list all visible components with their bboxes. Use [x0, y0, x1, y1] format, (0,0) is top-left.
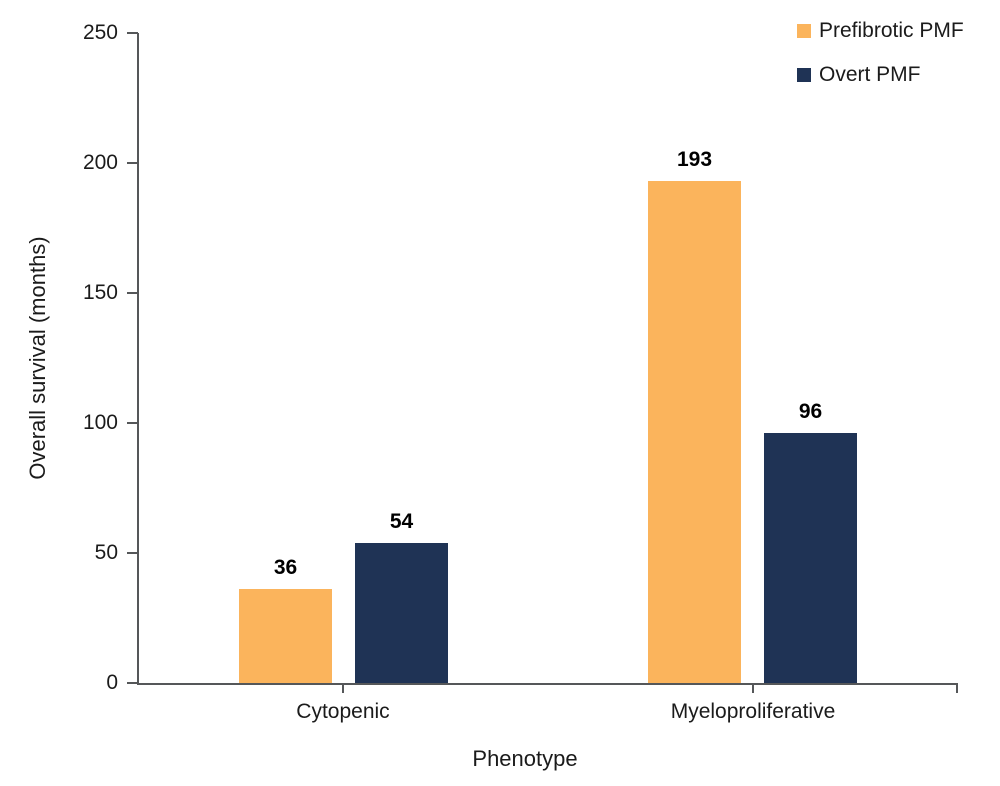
bar-overt-cytopenic: 54 — [355, 510, 448, 683]
bar-value-label: 36 — [273, 556, 298, 580]
y-tick-mark-100 — [127, 422, 138, 424]
x-tick-mark-cytopenic — [342, 685, 344, 693]
y-tick-mark-0 — [127, 682, 138, 684]
y-tick-label-50: 50 — [94, 541, 118, 564]
x-axis-title: Phenotype — [472, 746, 578, 771]
y-tick-label-250: 250 — [82, 21, 118, 44]
legend-label: Prefibrotic PMF — [819, 19, 964, 42]
y-tick-label-150: 150 — [82, 281, 118, 304]
bar-prefibrotic-cytopenic: 36 — [239, 556, 332, 683]
legend-swatch-prefibrotic-icon — [797, 24, 811, 38]
bar-value-label: 96 — [798, 400, 823, 424]
x-axis-line — [138, 683, 958, 685]
legend-label: Overt PMF — [819, 63, 921, 86]
x-tick-mark-axis-end — [956, 685, 958, 693]
category-label-myeloproliferative: Myeloproliferative — [670, 700, 836, 723]
x-tick-mark-myeloproliferative — [752, 685, 754, 693]
y-tick-label-200: 200 — [82, 151, 118, 174]
y-tick-mark-200 — [127, 162, 138, 164]
legend-swatch-overt-icon — [797, 68, 811, 82]
y-axis-title: Overall survival (months) — [25, 236, 50, 480]
bar-value-label: 193 — [676, 148, 713, 172]
y-tick-label-100: 100 — [82, 411, 118, 434]
bar-overt-myeloproliferative: 96 — [764, 400, 857, 683]
bar-prefibrotic-myeloproliferative: 193 — [648, 148, 741, 683]
bar-value-label: 54 — [389, 509, 414, 533]
y-tick-mark-50 — [127, 552, 138, 554]
y-tick-mark-250 — [127, 32, 138, 34]
legend-item-overt-pmf: Overt PMF — [797, 61, 964, 89]
y-tick-mark-150 — [127, 292, 138, 294]
legend: Prefibrotic PMF Overt PMF — [797, 17, 964, 105]
category-label-cytopenic: Cytopenic — [296, 700, 390, 723]
legend-item-prefibrotic-pmf: Prefibrotic PMF — [797, 17, 964, 45]
y-tick-label-0: 0 — [106, 671, 118, 694]
y-axis-line — [137, 33, 139, 685]
